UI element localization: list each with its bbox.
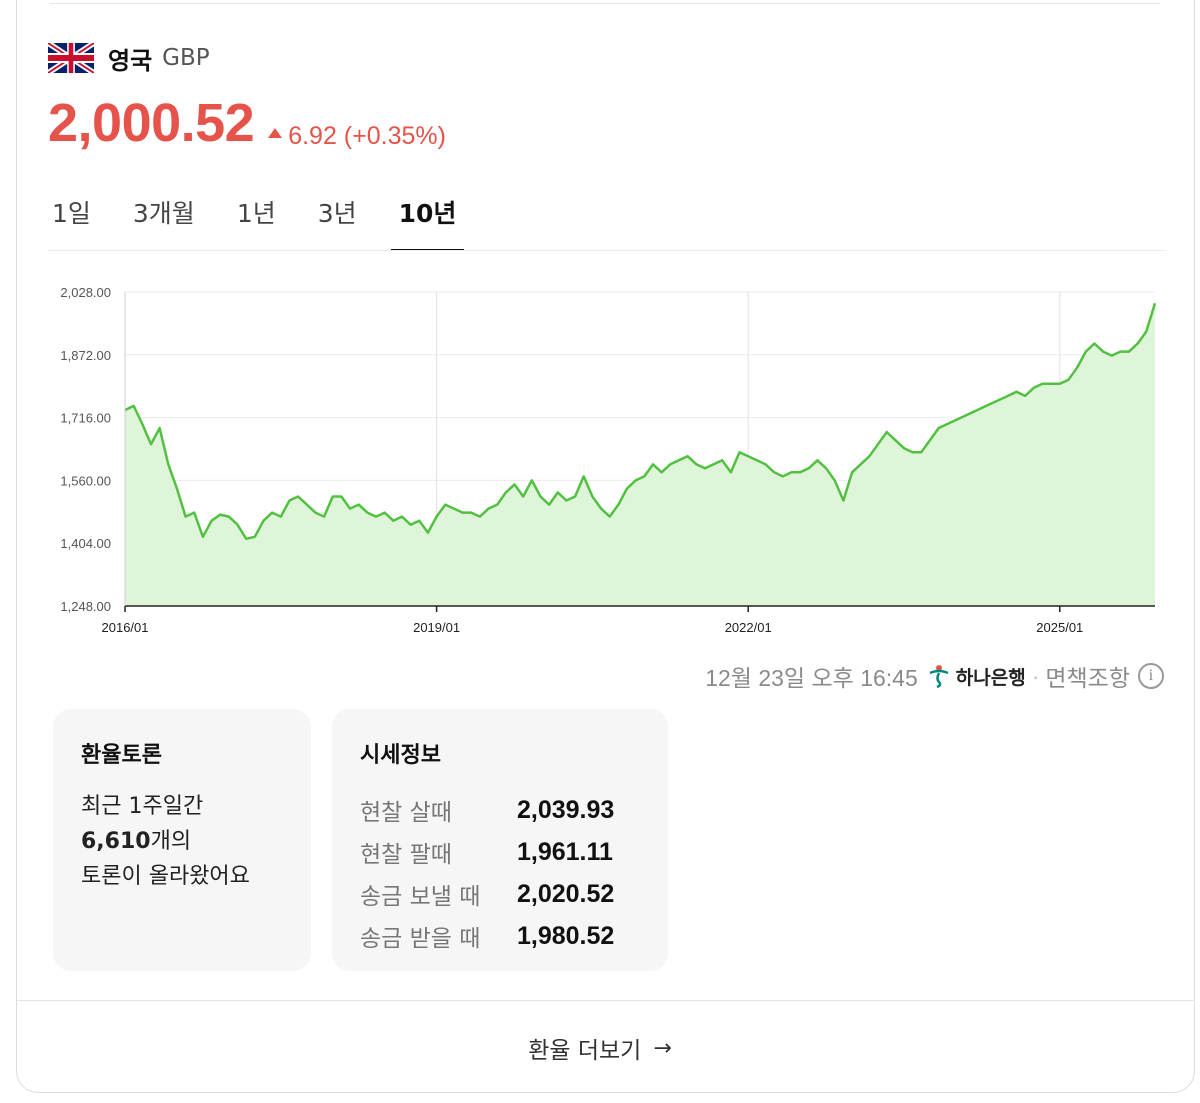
rate-value: 2,020.52 [517, 879, 615, 908]
forum-count-suffix: 개의 [150, 829, 192, 854]
country-name: 영국 [108, 46, 153, 75]
forum-line-2: 6,610개의 [81, 824, 311, 859]
tab-1y[interactable]: 1년 [236, 199, 276, 228]
exchange-rate-chart[interactable]: 2,028.00 1,872.00 1,716.00 1,560.00 1,404.00… [0, 270, 1200, 640]
rate-label: 현찰 팔때 [360, 842, 452, 868]
arrow-right-icon: → [653, 1035, 672, 1061]
forum-line-1: 최근 1주일간 [81, 794, 204, 819]
quote-meta: 12월 23일 오후 16:45 하나은행 · 면책조항 i [705, 660, 1164, 692]
rate-row: 현찰 팔때 1,961.11 [360, 831, 668, 873]
chart-area-fill [125, 303, 1155, 606]
more-label: 환율 더보기 [528, 1038, 642, 1064]
chart-series-line [124, 302, 1157, 541]
y-tick-label: 1,560.00 [60, 473, 111, 488]
uk-flag-icon [48, 43, 94, 73]
currency-code: GBP [162, 45, 210, 71]
rate-label: 송금 보낼 때 [360, 884, 481, 910]
tabs-divider [48, 250, 1166, 251]
tab-3y[interactable]: 3년 [317, 199, 357, 228]
rate-value: 2,039.93 [517, 795, 615, 824]
top-divider [50, 3, 1160, 4]
info-icon[interactable]: i [1138, 663, 1164, 689]
rate-label: 현찰 살때 [360, 800, 452, 826]
card-frame [16, 0, 1195, 1093]
y-tick-label: 1,248.00 [60, 599, 111, 614]
y-tick-label: 1,404.00 [60, 536, 111, 551]
forum-line-3: 토론이 올라왔어요 [81, 864, 250, 889]
x-tick-label: 2019/01 [413, 620, 460, 635]
tab-3m[interactable]: 3개월 [132, 199, 195, 228]
tab-10y[interactable]: 10년 [390, 190, 465, 251]
rate-info-card: 시세정보 현찰 살때 2,039.93 현찰 팔때 1,961.11 송금 보낼… [332, 709, 668, 971]
footer-divider [17, 1000, 1195, 1001]
rate-label: 송금 받을 때 [360, 926, 481, 952]
y-tick-label: 2,028.00 [60, 285, 111, 300]
currency-header: 영국 GBP [48, 40, 210, 76]
rate-row: 현찰 살때 2,039.93 [360, 789, 668, 831]
rate-value: 1,980.52 [517, 921, 615, 950]
forum-title: 환율토론 [81, 743, 162, 768]
rate-value: 1,961.11 [517, 837, 613, 866]
up-triangle-icon [268, 128, 283, 138]
hana-bank-logo-icon [929, 665, 949, 688]
rate-row: 송금 보낼 때 2,020.52 [360, 873, 668, 915]
x-tick-label: 2025/01 [1036, 620, 1083, 635]
disclaimer-link[interactable]: 면책조항 [1045, 665, 1130, 691]
forum-card[interactable]: 환율토론 최근 1주일간 6,610개의 토론이 올라왔어요 [53, 709, 311, 971]
rate-info-title: 시세정보 [360, 743, 441, 768]
period-tabs: 1일 3개월 1년 3년 10년 [48, 190, 494, 251]
y-tick-label: 1,872.00 [60, 348, 111, 363]
rate-row: 송금 받을 때 1,980.52 [360, 915, 668, 957]
forum-count: 6,610 [81, 829, 151, 854]
price-change-value: 6.92 (+0.35%) [288, 121, 446, 150]
bank-name: 하나은행 [955, 667, 1026, 689]
quote-timestamp: 12월 23일 오후 16:45 [705, 665, 918, 691]
price-row: 2,000.52 6.92 (+0.35%) [48, 92, 446, 154]
x-tick-label: 2022/01 [725, 620, 772, 635]
tab-1d[interactable]: 1일 [52, 199, 91, 228]
y-tick-label: 1,716.00 [60, 411, 111, 426]
price-change: 6.92 (+0.35%) [268, 122, 446, 151]
x-tick-label: 2016/01 [102, 620, 149, 635]
separator-dot: · [1031, 662, 1040, 689]
more-exchange-rates-button[interactable]: 환율 더보기 → [0, 1030, 1200, 1066]
exchange-rate-price: 2,000.52 [48, 93, 255, 153]
